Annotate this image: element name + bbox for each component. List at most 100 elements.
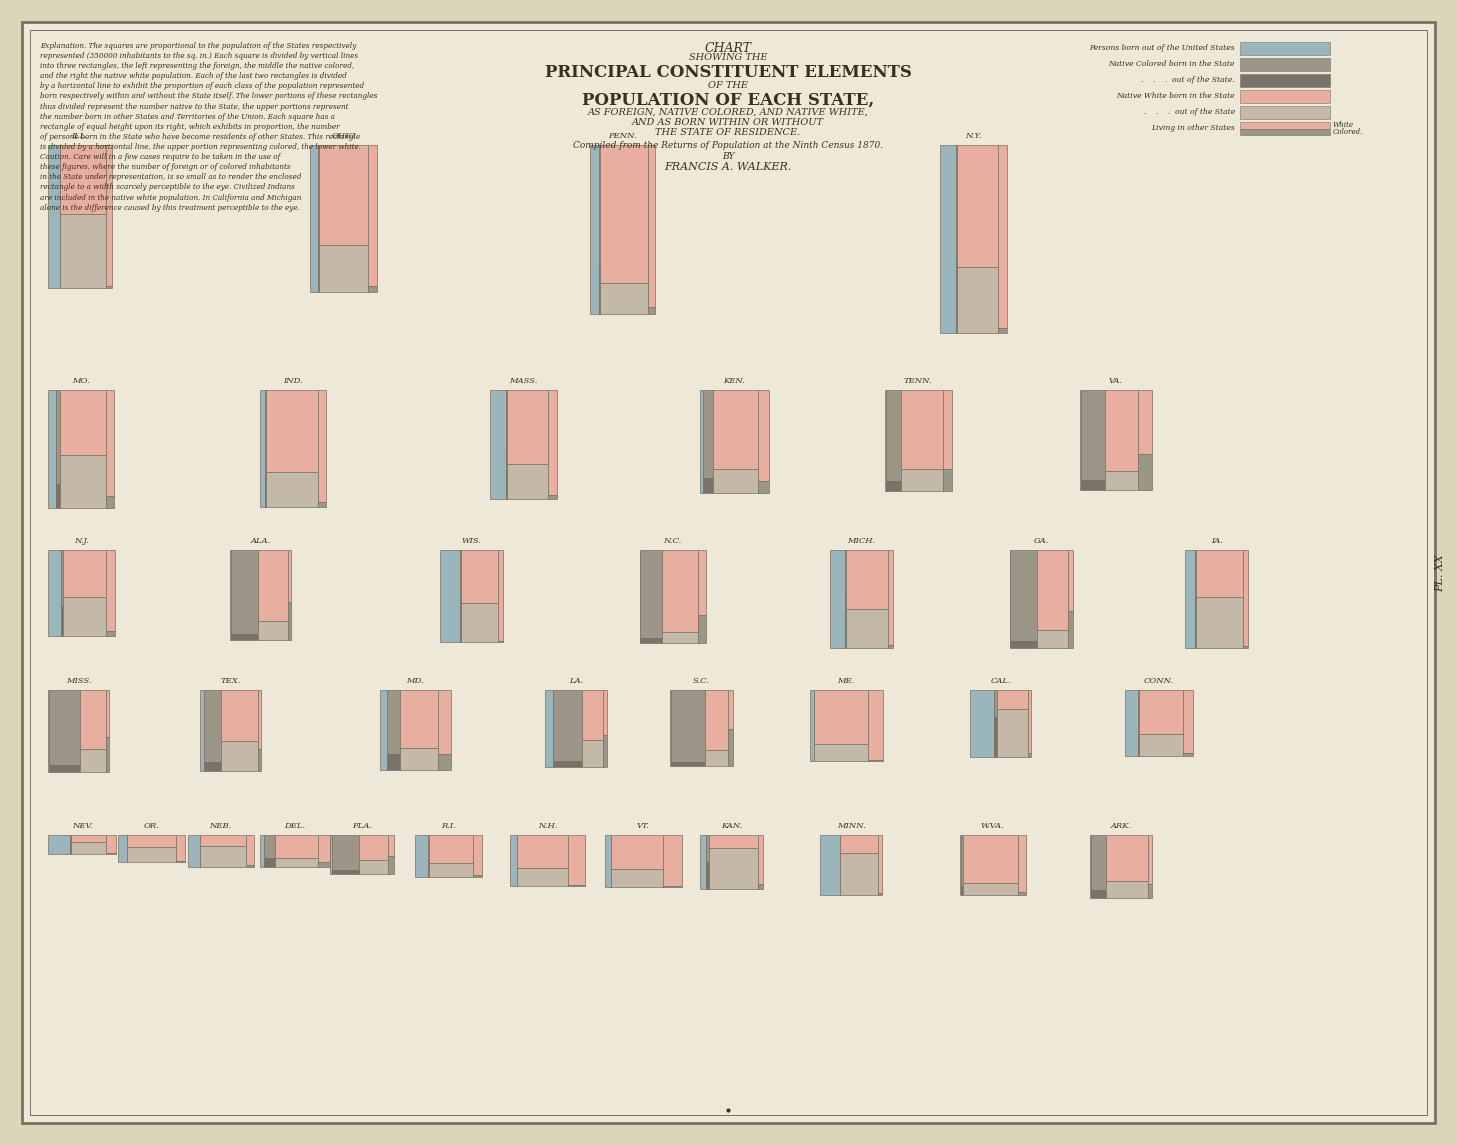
Bar	[80, 690, 106, 749]
Bar	[699, 835, 707, 890]
Bar	[498, 550, 503, 640]
Bar	[1196, 550, 1243, 598]
Text: ARK.: ARK.	[1110, 822, 1132, 830]
Text: NEV.: NEV.	[71, 822, 93, 830]
Bar	[581, 740, 603, 767]
Bar	[490, 390, 506, 499]
Bar	[48, 550, 61, 635]
Bar	[332, 870, 358, 874]
Bar	[758, 884, 763, 890]
Bar	[1240, 123, 1330, 128]
Text: FRANCIS A. WALKER.: FRANCIS A. WALKER.	[664, 161, 791, 172]
Bar	[1081, 390, 1104, 480]
Bar	[246, 835, 254, 866]
Bar	[1139, 690, 1183, 734]
Bar	[274, 858, 318, 867]
Text: Native White born in the State: Native White born in the State	[1116, 93, 1236, 101]
Bar	[274, 835, 318, 858]
Bar	[710, 848, 758, 890]
Bar	[552, 690, 581, 760]
Bar	[440, 550, 460, 642]
Bar	[388, 835, 393, 856]
Bar	[943, 390, 951, 468]
Bar	[868, 760, 883, 761]
Text: NEB.: NEB.	[210, 822, 232, 830]
Bar	[997, 709, 1029, 757]
Text: R.I.: R.I.	[441, 822, 456, 830]
Bar	[648, 145, 656, 307]
Text: AND AS BORN WITHIN OR WITHOUT: AND AS BORN WITHIN OR WITHOUT	[632, 118, 825, 127]
Bar	[963, 835, 1018, 884]
Bar	[106, 390, 114, 496]
Bar	[868, 690, 883, 760]
Bar	[127, 847, 176, 862]
Bar	[900, 468, 943, 491]
Text: THE STATE OF RESIDENCE.: THE STATE OF RESIDENCE.	[656, 128, 801, 137]
Bar	[57, 484, 60, 508]
Bar	[388, 753, 399, 769]
Text: ME.: ME.	[838, 677, 855, 685]
Bar	[663, 835, 682, 886]
Bar	[63, 598, 106, 635]
Bar	[728, 729, 733, 766]
Text: VT.: VT.	[637, 822, 650, 830]
Bar	[758, 835, 763, 884]
Bar	[258, 550, 288, 621]
Bar	[707, 862, 710, 890]
Text: Compiled from the Returns of Population at the Ninth Census 1870.: Compiled from the Returns of Population …	[573, 141, 883, 150]
Bar	[70, 843, 106, 853]
Bar	[568, 835, 586, 885]
Bar	[610, 869, 663, 886]
Bar	[994, 717, 997, 757]
Bar	[507, 390, 548, 464]
Text: Native Colored born in the State: Native Colored born in the State	[1109, 61, 1236, 69]
Bar	[70, 835, 106, 843]
Bar	[106, 285, 112, 289]
Bar	[962, 835, 963, 886]
Bar	[310, 145, 318, 292]
Bar	[1138, 453, 1152, 490]
Bar	[61, 550, 63, 606]
Bar	[1106, 881, 1148, 898]
Bar	[267, 472, 318, 507]
Bar	[1183, 752, 1193, 756]
Bar	[106, 496, 114, 508]
Text: CAL.: CAL.	[991, 677, 1011, 685]
Bar	[474, 875, 482, 877]
Bar	[1138, 390, 1152, 453]
Bar	[1037, 550, 1068, 630]
Bar	[288, 602, 291, 640]
Bar	[548, 390, 557, 496]
Text: N.Y.: N.Y.	[965, 132, 982, 140]
Bar	[80, 749, 106, 772]
Text: CONN.: CONN.	[1144, 677, 1174, 685]
Bar	[994, 690, 997, 717]
Bar	[845, 550, 887, 609]
Bar	[1240, 74, 1330, 87]
Bar	[318, 390, 325, 502]
Text: WIS.: WIS.	[462, 537, 482, 545]
Bar	[661, 550, 698, 632]
Bar	[605, 835, 610, 886]
Bar	[661, 632, 698, 643]
Bar	[318, 862, 329, 867]
Bar	[57, 390, 60, 484]
Bar	[957, 268, 998, 333]
Bar	[600, 284, 648, 314]
Text: OF THE: OF THE	[708, 81, 747, 90]
Text: Persons born out of the United States: Persons born out of the United States	[1090, 45, 1236, 53]
Bar	[319, 245, 369, 292]
Bar	[428, 835, 474, 863]
Bar	[60, 455, 106, 508]
Bar	[264, 835, 274, 858]
Bar	[900, 390, 943, 468]
Bar	[957, 145, 998, 268]
Bar	[1081, 480, 1104, 490]
Text: MASS.: MASS.	[508, 377, 538, 385]
Text: CHART: CHART	[705, 42, 752, 55]
Bar	[1018, 835, 1026, 892]
Bar	[1010, 550, 1037, 641]
Bar	[106, 737, 109, 772]
Text: W.VA.: W.VA.	[981, 822, 1005, 830]
Bar	[1240, 128, 1330, 135]
